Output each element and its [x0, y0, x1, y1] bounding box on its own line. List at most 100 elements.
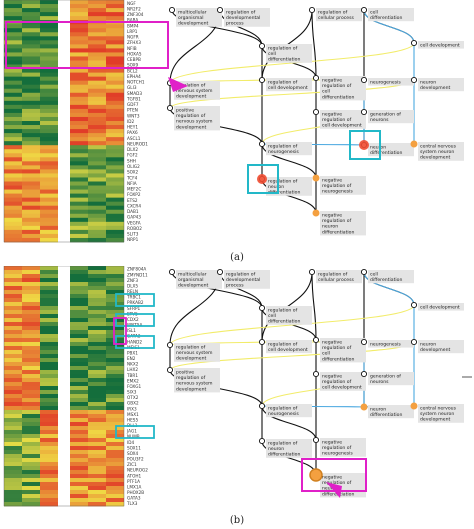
b-heat-cell [88, 370, 106, 375]
a-heat-cell [70, 12, 88, 17]
b-heat-cell [4, 378, 22, 383]
b-heat-cell [4, 310, 22, 315]
b-heat-cell [22, 306, 40, 311]
b-heat-cell [70, 422, 88, 427]
a-heat-cell [22, 48, 40, 53]
b-heat-cell [40, 450, 58, 455]
go-term-label: development [420, 85, 451, 91]
a-heat-cell [70, 173, 88, 178]
a-heat-cell [22, 157, 40, 162]
go-term-label-bg [266, 142, 312, 156]
b-heat-cell [70, 382, 88, 387]
b-heat-cell [88, 398, 106, 403]
b-heat-cell [4, 334, 22, 339]
a-heat-cell [88, 40, 106, 45]
a-heat-cell [88, 189, 106, 194]
b-heat-cell [70, 290, 88, 295]
b-heat-cell [40, 410, 58, 415]
b-gene-label: ISL1 [127, 328, 136, 333]
go-term-label: differentiation [370, 412, 402, 418]
a-heat-cell [4, 92, 22, 98]
go-term-label: regulation of [268, 144, 298, 150]
b-heat-cell [88, 366, 106, 371]
b-heat-cell [4, 346, 22, 351]
a-heat-cell [4, 157, 22, 162]
b-heat-cell [88, 438, 106, 443]
a-heat-cell [88, 205, 106, 211]
b-gene-label: PTF1A [127, 479, 140, 484]
b-heat-cell [22, 334, 40, 339]
b-heat-cell [4, 370, 22, 375]
a-heat-cell [88, 52, 106, 57]
b-heat-cell [106, 270, 124, 275]
go-term-label: neuron [420, 342, 436, 348]
go-term-label: positive [176, 108, 194, 114]
b-heat-cell [4, 374, 22, 379]
a-gene-label: GAP43 [127, 215, 141, 220]
a-heat-cell [70, 80, 88, 86]
a-heat-cell [22, 60, 40, 65]
a-heat-cell [22, 217, 40, 223]
a-heat-cell [22, 104, 40, 110]
go-term-dot [166, 341, 174, 349]
b-gene-labels: ZNF804AZMYND11ZNF3DLX5RELNTRBC1PRKAB2SFR… [126, 267, 148, 506]
a-heat-cell [88, 56, 106, 61]
b-heat-cell [40, 422, 58, 427]
b-heat-cell [106, 458, 124, 463]
a-gene-label: CEBPB [127, 57, 141, 62]
go-term-dot [258, 338, 266, 346]
a-heat-cell [88, 229, 106, 235]
b-heat-cell [106, 366, 124, 371]
b-heat-cell [106, 374, 124, 379]
go-term-dot [258, 402, 266, 410]
a-heat-cell [70, 145, 88, 150]
b-heat-cell [106, 326, 124, 331]
b-heat-cell [4, 362, 22, 367]
b-gene-label: PRKAB2 [127, 300, 144, 305]
b-heat-cell [88, 414, 106, 419]
a-heat-cell [40, 217, 58, 223]
b-gene-label: GATA3 [127, 496, 141, 501]
b-heat-cell [22, 498, 40, 503]
b-heat-cell [40, 382, 58, 387]
b-heat-cell [40, 390, 58, 395]
a-heat-cell [40, 137, 58, 142]
b-heat-cell [4, 342, 22, 347]
a-heat-cell [70, 141, 88, 146]
b-cyan-gene-box [115, 425, 155, 439]
b-heat-cell [88, 274, 106, 279]
b-heat-cell [106, 302, 124, 307]
b-heat-cell [88, 474, 106, 479]
b-heat-cell [70, 470, 88, 475]
go-term-label-bg [368, 110, 414, 124]
b-heat-cell [22, 474, 40, 479]
b-gene-label: LHX2 [127, 367, 138, 372]
go-term-label: cell development [322, 385, 362, 391]
a-gene-label: DLX2 [127, 147, 138, 152]
go-term-label: regulation of [176, 345, 206, 351]
go-term-label: regulation of [322, 379, 352, 385]
b-heat-cell [40, 434, 58, 439]
a-heat-cell [88, 169, 106, 174]
a-heat-cell [106, 193, 124, 199]
a-heat-cell [22, 201, 40, 207]
b-heat-cell [106, 414, 124, 419]
a-heat-cell [22, 141, 40, 146]
go-term-label: central nervous [420, 406, 457, 412]
a-heat-cell [40, 56, 58, 61]
a-heat-cell [70, 209, 88, 215]
a-heat-cell [4, 112, 22, 118]
a-heat-cell [70, 56, 88, 61]
a-heat-cell [4, 28, 22, 33]
b-heat-cell [70, 330, 88, 335]
b-heat-cell [70, 378, 88, 383]
a-heat-cell [22, 32, 40, 37]
b-heat-cell [22, 322, 40, 327]
b-heat-cell [22, 450, 40, 455]
go-term-label: regulation of [176, 113, 206, 119]
a-heat-cell [4, 221, 22, 227]
b-heat-cell [40, 426, 58, 431]
